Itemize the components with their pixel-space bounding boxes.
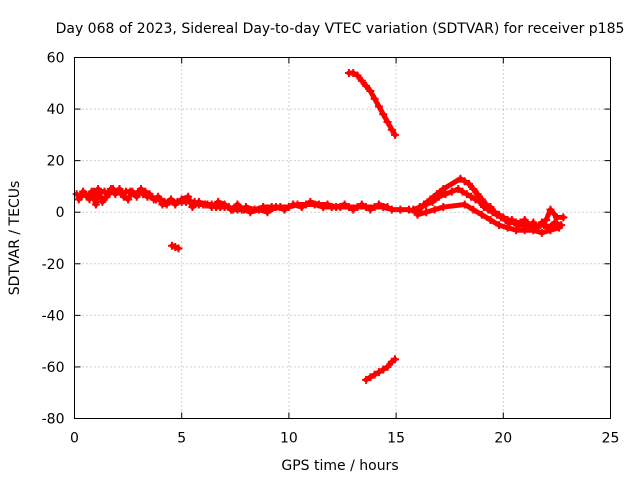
data-trace-segment — [172, 244, 181, 251]
y-tick-label: -40 — [42, 308, 65, 324]
y-tick-label: -80 — [42, 412, 65, 428]
x-tick-label: 0 — [70, 431, 79, 447]
series-descending-arc — [344, 68, 400, 139]
y-tick-label: 20 — [47, 154, 65, 170]
x-tick-label: 15 — [387, 431, 405, 447]
y-tick-label: 40 — [47, 102, 65, 118]
data-trace-segment — [552, 220, 564, 228]
y-tick-label: -60 — [42, 360, 65, 376]
series-morning-outlier — [168, 241, 183, 253]
y-tick-label: 60 — [47, 51, 65, 67]
data-trace-segment — [389, 356, 398, 365]
plot-border — [74, 57, 611, 419]
series-lower-branches — [413, 200, 564, 237]
x-tick-label: 10 — [280, 431, 298, 447]
grid-lines — [74, 57, 611, 419]
data-trace-segment — [376, 201, 391, 210]
x-axis-title: GPS time / hours — [281, 458, 398, 474]
chart-title: Day 068 of 2023, Sidereal Day-to-day VTE… — [56, 21, 625, 37]
axis-ticks: 0 5 10 15 20 25 -80 -60 -40 -20 0 20 40 60 — [42, 51, 620, 447]
data-trace-segment — [440, 201, 468, 210]
x-tick-label: 20 — [494, 431, 512, 447]
data-points — [72, 68, 568, 384]
y-axis-title: SDTVAR / TECUs — [7, 181, 23, 296]
data-trace-segment — [440, 176, 463, 192]
x-tick-label: 5 — [177, 431, 186, 447]
series-morning-scatter — [74, 185, 392, 217]
y-tick-label: 0 — [56, 205, 65, 221]
x-tick-label: 25 — [602, 431, 620, 447]
y-tick-label: -20 — [42, 257, 65, 273]
data-trace-segment — [389, 127, 398, 138]
data-trace-segment — [547, 225, 562, 233]
series-negative-segment — [362, 355, 400, 384]
